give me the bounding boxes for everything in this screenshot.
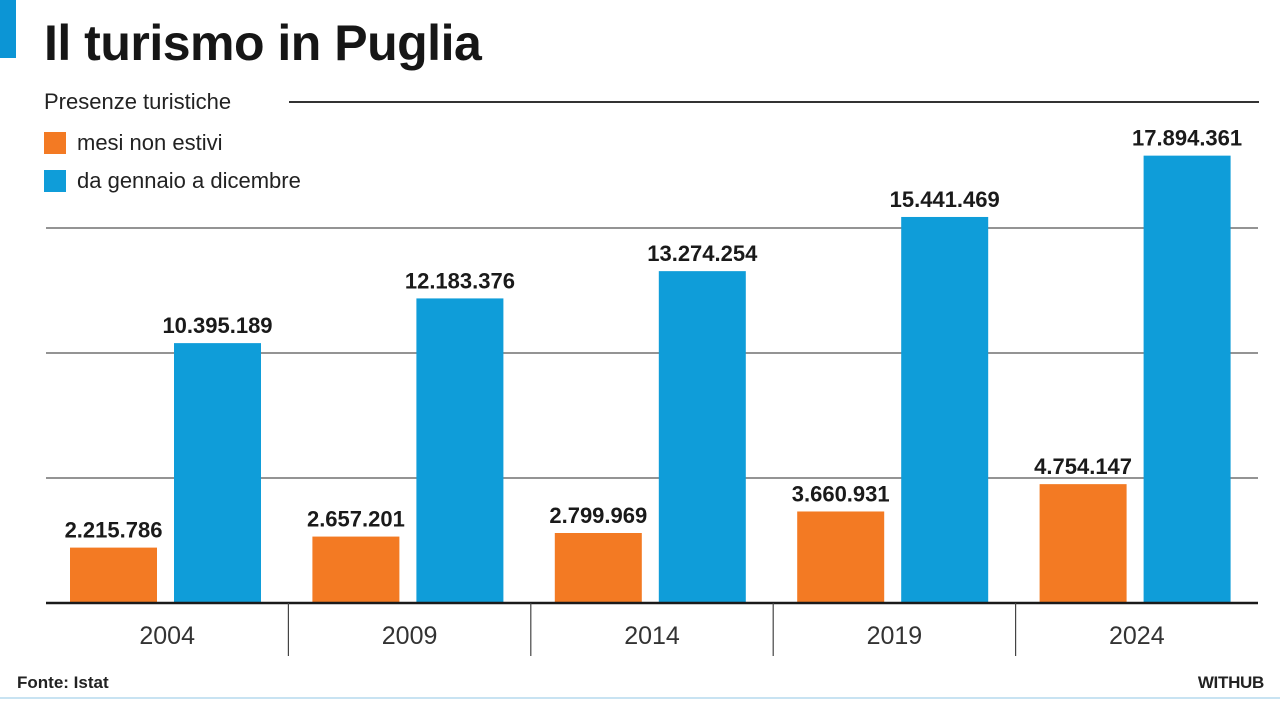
legend-swatch-orange [44, 132, 66, 154]
bar-annuale-2024 [1143, 155, 1231, 603]
data-label: 13.274.254 [647, 241, 758, 266]
source-note: Fonte: Istat [17, 673, 109, 692]
bottom-rule [0, 697, 1280, 699]
data-label: 2.657.201 [307, 507, 405, 532]
x-tick-label: 2014 [624, 622, 680, 650]
legend-swatch-blue [44, 170, 66, 192]
legend-item-mesi-non-estivi: mesi non estivi [44, 124, 301, 162]
bar-non-estivi-2009 [312, 536, 400, 603]
bar-annuale-2014 [658, 271, 746, 603]
brand-logo: WITHUB [1197, 673, 1264, 692]
data-label: 3.660.931 [792, 481, 890, 506]
x-tick-label: 2009 [382, 622, 438, 650]
legend-label: mesi non estivi [77, 130, 223, 155]
bar-non-estivi-2019 [797, 511, 885, 603]
subtitle-rule [289, 101, 1259, 103]
legend: mesi non estivi da gennaio a dicembre [44, 124, 301, 200]
x-tick-label: 2024 [1109, 622, 1165, 650]
x-tick-label: 2019 [867, 622, 923, 650]
chart-subtitle: Presenze turistiche [44, 89, 232, 114]
data-label: 2.215.786 [65, 518, 163, 543]
data-label: 10.395.189 [162, 313, 272, 338]
data-label: 17.894.361 [1132, 126, 1242, 151]
bar-non-estivi-2024 [1039, 484, 1127, 603]
bar-annuale-2009 [416, 298, 504, 603]
data-label: 4.754.147 [1034, 454, 1132, 479]
data-label: 2.799.969 [549, 503, 647, 528]
data-label: 12.183.376 [405, 268, 515, 293]
bar-annuale-2019 [901, 216, 989, 604]
data-label: 15.441.469 [890, 187, 1000, 212]
legend-item-gennaio-dicembre: da gennaio a dicembre [44, 162, 301, 200]
title-accent-bar [0, 0, 16, 58]
legend-label: da gennaio a dicembre [77, 168, 301, 193]
bar-non-estivi-2014 [554, 533, 642, 603]
x-tick-label: 2004 [139, 622, 195, 650]
bar-annuale-2004 [174, 343, 261, 603]
chart-title: Il turismo in Puglia [44, 15, 482, 71]
bar-non-estivi-2004 [70, 547, 157, 603]
